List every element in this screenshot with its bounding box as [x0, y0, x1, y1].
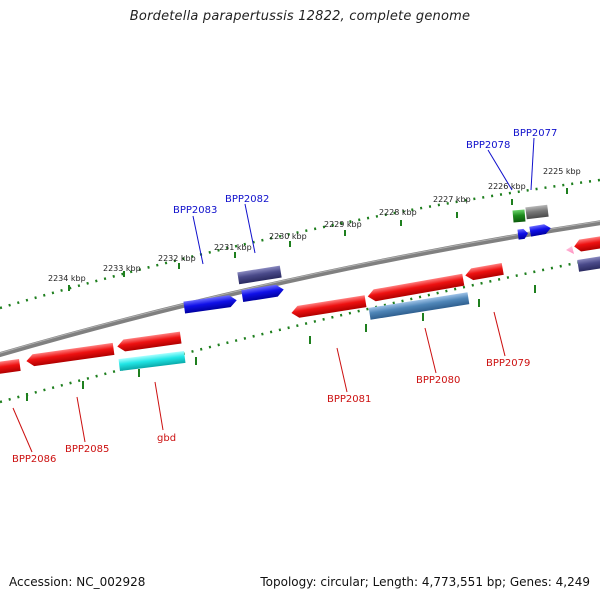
- gene-label[interactable]: BPP2080: [416, 375, 460, 386]
- ruler-label: 2231 kbp: [214, 243, 252, 252]
- reverse-leader-lines: [12, 311, 506, 453]
- reverse-gene-labels: BPP2086 BPP2085 gbd BPP2081 BPP2080 BPP2…: [12, 358, 530, 465]
- gene-label[interactable]: BPP2077: [513, 128, 557, 139]
- gene-red-short[interactable]: [464, 262, 504, 281]
- gene-BPP2077-small[interactable]: [529, 223, 551, 237]
- gene-gbd[interactable]: [118, 351, 186, 371]
- gene-slate-edge[interactable]: [577, 255, 600, 272]
- gene-label[interactable]: BPP2082: [225, 194, 269, 205]
- gene-label[interactable]: gbd: [157, 433, 176, 444]
- ruler-label: 2234 kbp: [48, 274, 86, 283]
- gene-slate-upper[interactable]: [237, 265, 282, 285]
- gene-label[interactable]: BPP2085: [65, 444, 109, 455]
- gene-BPP2081[interactable]: [291, 295, 367, 319]
- ruler-label: 2230 kbp: [269, 232, 307, 241]
- gene-label[interactable]: BPP2086: [12, 454, 56, 465]
- gene-BPP2082[interactable]: [241, 284, 284, 303]
- gene-BPP2078[interactable]: [517, 228, 528, 240]
- gene-label[interactable]: BPP2083: [173, 205, 217, 216]
- gene-gray[interactable]: [525, 204, 549, 220]
- gene-red-long[interactable]: [367, 273, 465, 303]
- ruler-labels: 2234 kbp 2233 kbp 2232 kbp 2231 kbp 2230…: [48, 167, 581, 283]
- ruler-lower: [0, 256, 600, 404]
- ruler-label: 2225 kbp: [543, 167, 581, 176]
- gene-BPP2080[interactable]: [368, 292, 470, 320]
- ruler-label: 2226 kbp: [488, 182, 526, 191]
- genome-backbone-highlight: [0, 220, 600, 354]
- gene-green[interactable]: [512, 209, 526, 223]
- ruler-label: 2232 kbp: [158, 254, 196, 263]
- gene-red-gbd-adjacent[interactable]: [116, 331, 182, 353]
- gene-label[interactable]: BPP2078: [466, 140, 510, 151]
- forward-gene-labels: BPP2083 BPP2082 BPP2078 BPP2077: [173, 128, 557, 216]
- genome-backbone: [0, 220, 600, 358]
- gene-label[interactable]: BPP2081: [327, 394, 371, 405]
- gene-BPP2085[interactable]: [26, 342, 115, 367]
- ruler-label: 2229 kbp: [324, 220, 362, 229]
- ruler-upper: [0, 178, 600, 310]
- gene-pink-edge[interactable]: [566, 246, 574, 254]
- ruler-label: 2228 kbp: [379, 208, 417, 217]
- map-title: Bordetella parapertussis 12822, complete…: [129, 9, 471, 24]
- forward-strand-genes: [183, 204, 600, 314]
- gene-BPP2083[interactable]: [183, 294, 237, 314]
- reverse-strand-genes: [0, 262, 504, 375]
- forward-leader-lines: [192, 137, 535, 265]
- gene-label[interactable]: BPP2079: [486, 358, 530, 369]
- ruler-label: 2227 kbp: [433, 195, 471, 204]
- ruler-label: 2233 kbp: [103, 264, 141, 273]
- accession-text: Accession: NC_002928: [9, 575, 146, 589]
- gene-red-edge[interactable]: [573, 236, 600, 252]
- gene-BPP2086[interactable]: [0, 358, 21, 375]
- genome-summary-text: Topology: circular; Length: 4,773,551 bp…: [260, 575, 590, 589]
